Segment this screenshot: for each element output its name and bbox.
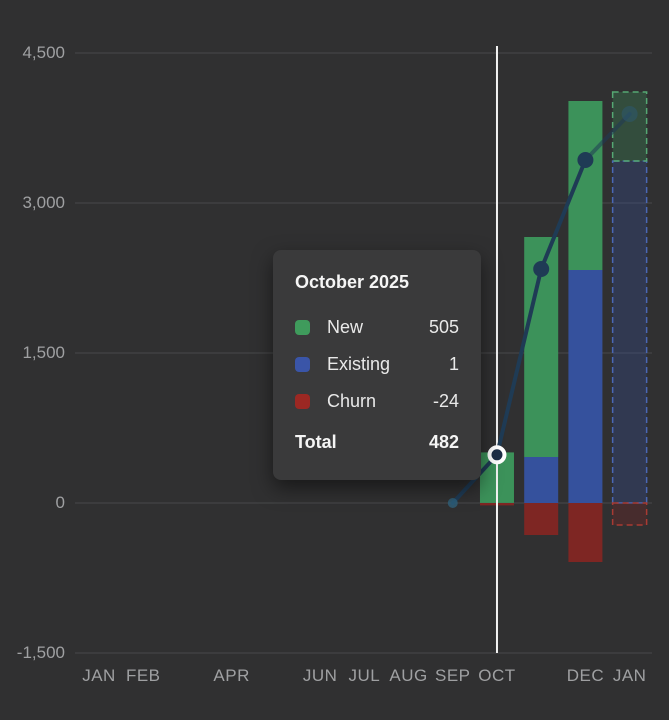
tooltip-row-value: 1 — [448, 354, 459, 374]
y-axis-tick-label: 0 — [55, 493, 65, 512]
total-point-jan[interactable] — [621, 106, 638, 122]
bar-nov-existing[interactable] — [524, 457, 559, 503]
legend-swatch-existing-icon — [295, 357, 310, 372]
bar-nov-churn[interactable] — [524, 503, 559, 535]
tooltip-total-value: 482 — [428, 432, 459, 452]
y-axis-tick-label: 3,000 — [22, 193, 65, 212]
tooltip-rows: New 505 Existing 1 Churn -24 — [295, 309, 459, 420]
x-axis-tick-label-jul: JUL — [348, 666, 381, 685]
total-point-sep[interactable] — [447, 498, 458, 508]
total-line-forecast-segment[interactable] — [583, 112, 632, 162]
tooltip-total-label: Total — [295, 432, 337, 452]
y-axis-tick-label: -1,500 — [16, 643, 65, 662]
tooltip-row-value: -24 — [432, 391, 459, 411]
y-axis-tick-label: 1,500 — [22, 343, 65, 362]
tooltip-title: October 2025 — [295, 272, 410, 292]
tooltip-row-value: 505 — [428, 317, 459, 337]
bar-dec-churn[interactable] — [568, 503, 603, 562]
selected-month-indicator — [495, 46, 498, 653]
total-point-dec[interactable] — [577, 152, 594, 168]
bar-dec-existing[interactable] — [568, 270, 603, 503]
legend-swatch-churn-icon — [295, 394, 310, 409]
tooltip-row-label: Existing — [327, 354, 391, 374]
x-axis-tick-label-feb: FEB — [125, 666, 161, 685]
x-axis-tick-label-oct: OCT — [478, 666, 516, 685]
legend-swatch-new-icon — [295, 320, 310, 335]
x-axis-tick-label-jan: JAN — [612, 666, 647, 685]
x-axis-tick-label-jan: JAN — [82, 666, 116, 685]
total-point-oct[interactable] — [487, 445, 507, 465]
bar-jan-churn[interactable] — [611, 502, 648, 526]
bar-jan-existing[interactable] — [611, 160, 648, 504]
tooltip-total-row: Total 482 — [295, 432, 459, 453]
x-axis-tick-label-sep: SEP — [434, 666, 471, 685]
tooltip-row-label: Churn — [327, 391, 377, 411]
chart-tooltip: October 2025 New 505 Existing 1 Churn -24 Tot… — [273, 250, 481, 480]
x-axis-tick-label-dec: DEC — [566, 666, 605, 685]
y-axis-tick-label: 4,500 — [22, 43, 65, 62]
x-axis-tick-label-jun: JUN — [302, 666, 338, 685]
tooltip-row-existing: Existing 1 — [295, 346, 459, 383]
x-axis-tick-label-aug: AUG — [389, 666, 428, 685]
tooltip-row-new: New 505 — [295, 309, 459, 346]
tooltip-row-churn: Churn -24 — [295, 383, 459, 420]
tooltip-row-label: New — [327, 317, 364, 337]
x-axis-tick-label-apr: APR — [213, 666, 250, 685]
total-point-nov[interactable] — [533, 261, 550, 277]
